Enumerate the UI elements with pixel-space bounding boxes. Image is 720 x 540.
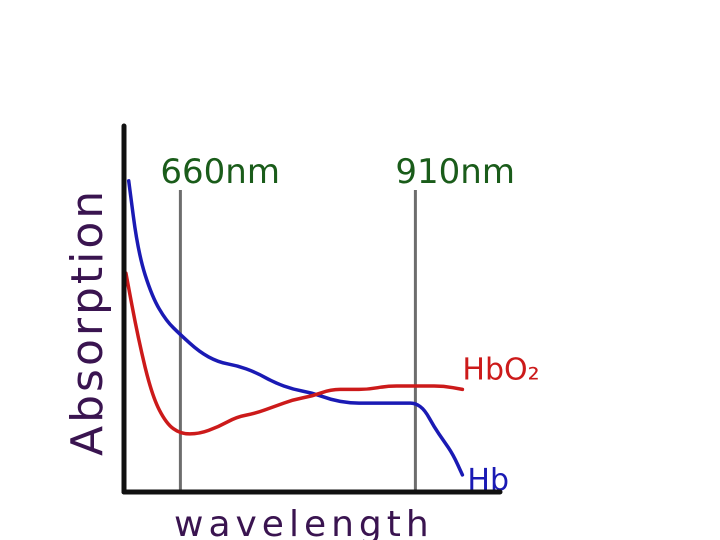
- series-line-2: [124, 271, 465, 436]
- marker-label-2: 910nm: [395, 152, 515, 192]
- marker-layer: 660nm 910nm: [160, 152, 515, 492]
- axis-layer: [121, 123, 503, 495]
- series-label-2: HbO₂: [462, 352, 539, 387]
- y-axis-label: Absorption: [62, 188, 113, 456]
- marker-label-1: 660nm: [160, 152, 280, 192]
- label-layer: Absorption wavelength: [62, 188, 434, 540]
- series-line-1: [126, 179, 465, 477]
- x-axis-label: wavelength: [174, 504, 434, 540]
